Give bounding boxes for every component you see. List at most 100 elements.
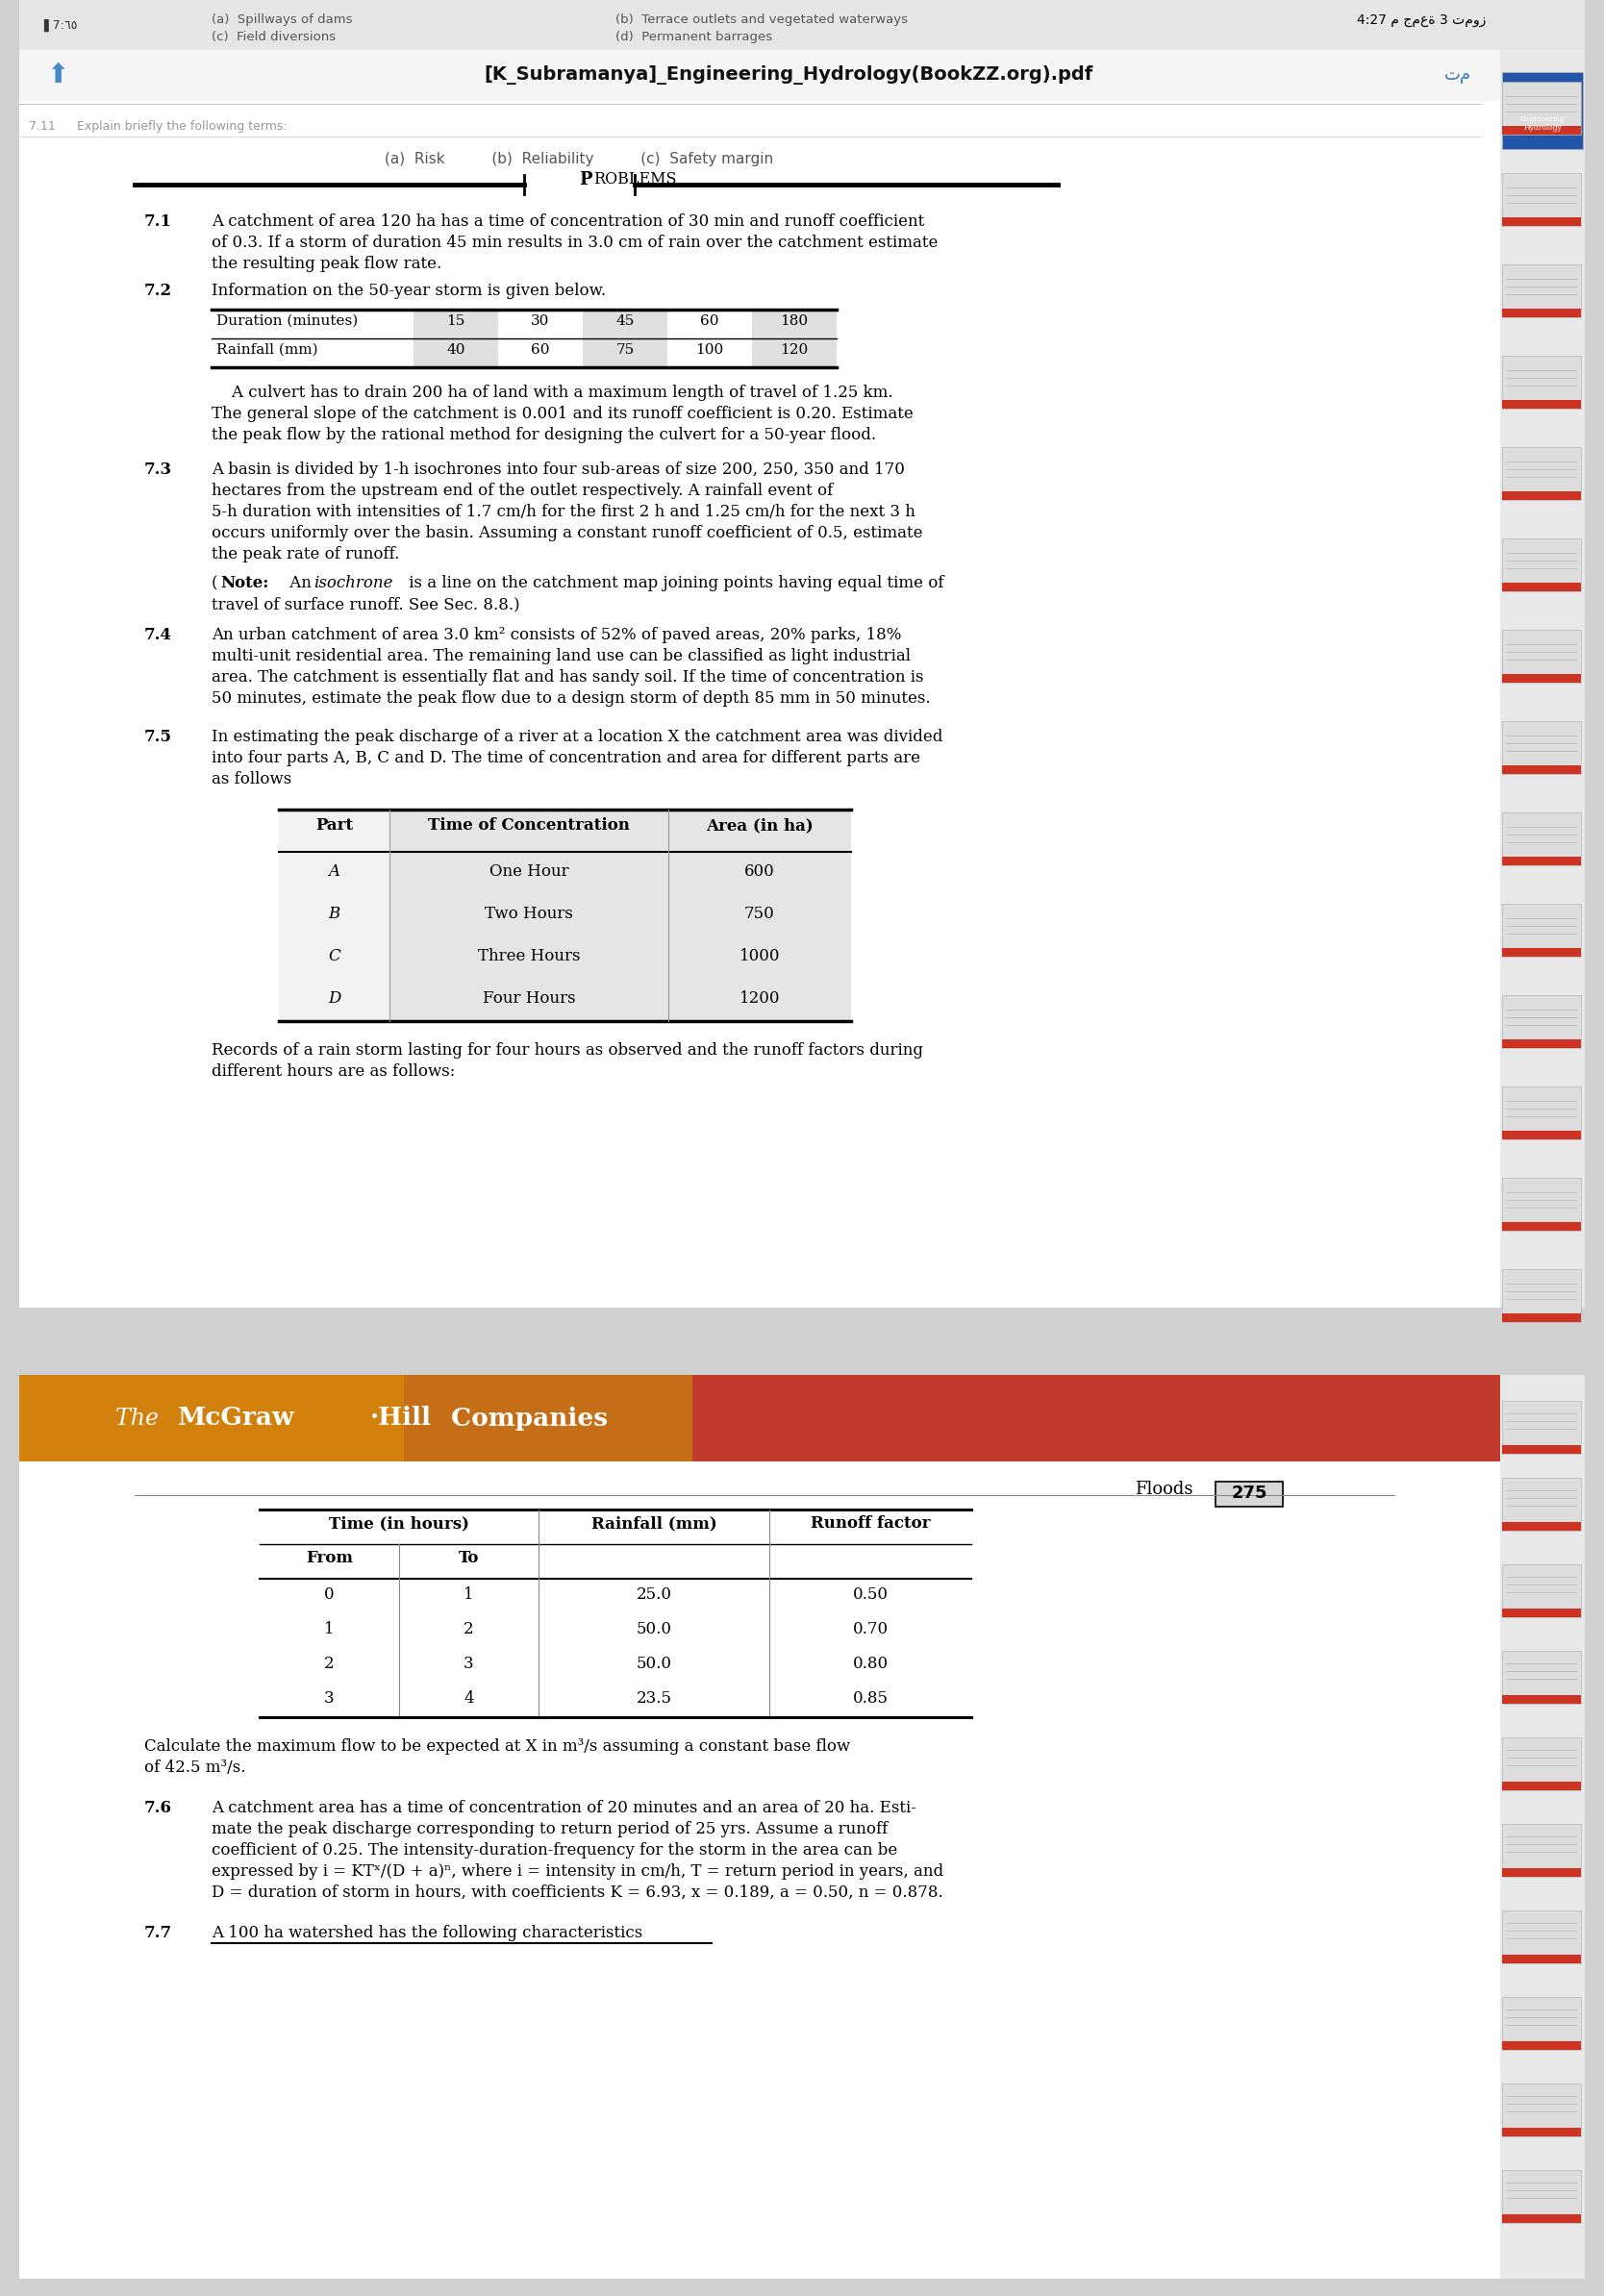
- Bar: [1501, 448, 1582, 501]
- Bar: [19, 0, 1585, 1309]
- Bar: [1501, 583, 1582, 592]
- Bar: [1501, 813, 1582, 866]
- Bar: [1501, 1694, 1582, 1704]
- Text: (: (: [212, 574, 218, 592]
- Bar: [669, 978, 852, 1022]
- Bar: [390, 893, 669, 937]
- Text: The general slope of the catchment is 0.001 and its runoff coefficient is 0.20. : The general slope of the catchment is 0.…: [212, 406, 913, 422]
- Text: D = duration of storm in hours, with coefficients K = 6.93, x = 0.189, a = 0.50,: D = duration of storm in hours, with coe…: [212, 1885, 943, 1901]
- Text: Rainfall (mm): Rainfall (mm): [590, 1515, 717, 1531]
- Text: Duration (minutes): Duration (minutes): [217, 315, 358, 328]
- Text: 5-h duration with intensities of 1.7 cm/h for the first 2 h and 1.25 cm/h for th: 5-h duration with intensities of 1.7 cm/…: [212, 503, 916, 521]
- Text: A 100 ha watershed has the following characteristics: A 100 ha watershed has the following cha…: [212, 1924, 643, 1940]
- Bar: [1501, 218, 1582, 225]
- Bar: [390, 852, 669, 893]
- Text: of 42.5 m³/s.: of 42.5 m³/s.: [144, 1759, 245, 1775]
- Bar: [752, 310, 837, 338]
- Text: (a)  Risk          (b)  Reliability          (c)  Safety margin: (a) Risk (b) Reliability (c) Safety marg…: [385, 152, 773, 165]
- Text: 1200: 1200: [739, 990, 780, 1006]
- Text: area. The catchment is essentially flat and has sandy soil. If the time of conce: area. The catchment is essentially flat …: [212, 668, 924, 687]
- Text: An: An: [284, 574, 316, 592]
- Text: An urban catchment of area 3.0 km² consists of 52% of paved areas, 20% parks, 18: An urban catchment of area 3.0 km² consi…: [212, 627, 901, 643]
- Text: ROBLEMS: ROBLEMS: [593, 172, 677, 188]
- Bar: [1501, 856, 1582, 866]
- Text: 7.11: 7.11: [29, 119, 56, 133]
- Text: travel of surface runoff. See Sec. 8.8.): travel of surface runoff. See Sec. 8.8.): [212, 597, 520, 613]
- Text: (d)  Permanent barrages: (d) Permanent barrages: [616, 30, 772, 44]
- Text: of 0.3. If a storm of duration 45 min results in 3.0 cm of rain over the catchme: of 0.3. If a storm of duration 45 min re…: [212, 234, 938, 250]
- FancyBboxPatch shape: [1216, 1481, 1283, 1506]
- Text: Time of Concentration: Time of Concentration: [428, 817, 630, 833]
- Text: the peak rate of runoff.: the peak rate of runoff.: [212, 546, 399, 563]
- Bar: [1501, 540, 1582, 592]
- Bar: [1501, 356, 1582, 409]
- Text: 40: 40: [446, 342, 465, 356]
- Text: Note:: Note:: [220, 574, 268, 592]
- Text: into four parts A, B, C and D. The time of concentration and area for different : into four parts A, B, C and D. The time …: [212, 751, 921, 767]
- Text: Three Hours: Three Hours: [478, 948, 581, 964]
- Bar: [1501, 1221, 1582, 1231]
- Text: Part: Part: [316, 817, 353, 833]
- Bar: [669, 852, 852, 893]
- Bar: [1501, 1910, 1582, 1963]
- Text: In estimating the peak discharge of a river at a location X the catchment area w: In estimating the peak discharge of a ri…: [212, 728, 943, 746]
- Text: D: D: [327, 990, 340, 1006]
- Text: multi-unit residential area. The remaining land use can be classified as light i: multi-unit residential area. The remaini…: [212, 647, 911, 664]
- Bar: [1501, 629, 1582, 682]
- Bar: [19, 1375, 693, 1463]
- Text: Explain briefly the following terms:: Explain briefly the following terms:: [77, 119, 287, 133]
- Bar: [19, 1375, 1500, 1463]
- Text: 750: 750: [744, 905, 775, 923]
- Text: 25.0: 25.0: [637, 1587, 672, 1603]
- Bar: [1501, 491, 1582, 501]
- Bar: [1501, 126, 1582, 135]
- Bar: [1501, 1564, 1582, 1616]
- Text: Four Hours: Four Hours: [483, 990, 576, 1006]
- Text: A catchment area has a time of concentration of 20 minutes and an area of 20 ha.: A catchment area has a time of concentra…: [212, 1800, 916, 1816]
- Bar: [582, 338, 667, 367]
- Text: 180: 180: [780, 315, 808, 328]
- Text: different hours are as follows:: different hours are as follows:: [212, 1063, 456, 1079]
- Text: 1: 1: [324, 1621, 335, 1637]
- Bar: [414, 338, 499, 367]
- Bar: [19, 0, 1585, 51]
- Text: 0.70: 0.70: [852, 1621, 889, 1637]
- Bar: [1501, 1998, 1582, 2050]
- Bar: [1501, 948, 1582, 957]
- Text: To: To: [459, 1550, 480, 1566]
- Text: 0.80: 0.80: [852, 1655, 889, 1671]
- Bar: [1501, 71, 1583, 149]
- Text: 4: 4: [464, 1690, 473, 1706]
- Text: 45: 45: [616, 315, 634, 328]
- Text: 23.5: 23.5: [637, 1690, 672, 1706]
- Text: coefficient of 0.25. The intensity-duration-frequency for the storm in the area : coefficient of 0.25. The intensity-durat…: [212, 1841, 898, 1857]
- Text: 600: 600: [744, 863, 775, 879]
- Text: Companies: Companies: [443, 1405, 608, 1430]
- Text: 50.0: 50.0: [637, 1655, 672, 1671]
- Bar: [1501, 1086, 1582, 1139]
- Bar: [1501, 400, 1582, 409]
- Bar: [1501, 172, 1582, 225]
- Text: P: P: [579, 172, 592, 188]
- Text: is a line on the catchment map joining points having equal time of: is a line on the catchment map joining p…: [404, 574, 943, 592]
- Text: Runoff factor: Runoff factor: [810, 1515, 930, 1531]
- Bar: [1501, 1651, 1582, 1704]
- Text: 1: 1: [464, 1587, 473, 1603]
- Bar: [1501, 1040, 1582, 1047]
- Text: A catchment of area 120 ha has a time of concentration of 30 min and runoff coef: A catchment of area 120 ha has a time of…: [212, 214, 924, 230]
- Bar: [279, 810, 852, 1022]
- Bar: [1501, 994, 1582, 1047]
- Text: A: A: [329, 863, 340, 879]
- Bar: [1500, 1375, 1585, 2278]
- Text: the resulting peak flow rate.: the resulting peak flow rate.: [212, 255, 441, 273]
- Text: (a)  Spillways of dams: (a) Spillways of dams: [212, 14, 353, 25]
- Text: hectares from the upstream end of the outlet respectively. A rainfall event of: hectares from the upstream end of the ou…: [212, 482, 832, 498]
- Text: ⬆: ⬆: [47, 62, 69, 90]
- Bar: [1501, 721, 1582, 774]
- Bar: [390, 978, 669, 1022]
- Text: 0.50: 0.50: [852, 1587, 889, 1603]
- Text: ·Hill: ·Hill: [371, 1405, 431, 1430]
- Bar: [1500, 0, 1585, 1309]
- Text: ▌7:٦٥: ▌7:٦٥: [43, 18, 77, 32]
- Text: Rainfall (mm): Rainfall (mm): [217, 342, 318, 356]
